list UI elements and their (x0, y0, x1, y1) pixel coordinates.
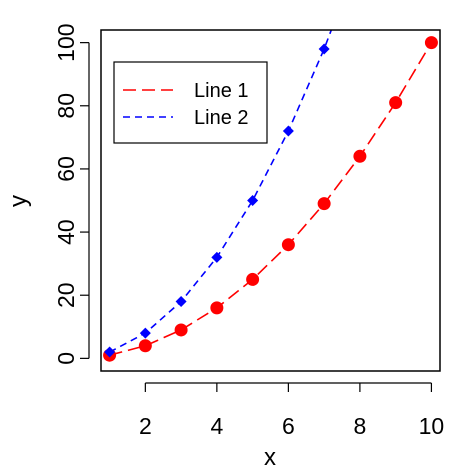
series-2-point-5 (247, 195, 259, 206)
y-tick-label-40: 40 (53, 219, 79, 245)
series-2-point-4 (211, 251, 223, 263)
x-tick-label-2: 2 (139, 413, 152, 439)
series-1-point-9 (389, 96, 403, 110)
x-tick-label-8: 8 (354, 413, 367, 439)
x-tick-label-4: 4 (210, 413, 223, 439)
series-1-point-2 (138, 339, 152, 353)
x-axis: 2 4 6 8 10 (139, 382, 445, 439)
legend: Line 1 Line 2 (113, 61, 268, 144)
x-tick-label-6: 6 (282, 413, 295, 439)
x-tick-label-10: 10 (419, 413, 445, 439)
series-lines (109, 30, 433, 356)
series-1-point-3 (174, 323, 188, 337)
legend-label-line-2: Line 2 (194, 107, 249, 129)
legend-box (113, 61, 268, 144)
series-1-point-4 (210, 301, 224, 315)
y-tick-label-60: 60 (53, 156, 79, 182)
series-2-point-2 (139, 327, 151, 339)
series-1-point-5 (246, 272, 260, 286)
y-tick-label-0: 0 (53, 352, 79, 365)
y-axis-label: y (5, 195, 32, 207)
series-1-point-6 (281, 238, 295, 252)
x-axis-label: x (264, 444, 276, 471)
series-1-point-8 (353, 149, 367, 163)
y-tick-label-80: 80 (53, 93, 79, 119)
series-2-point-1 (104, 346, 116, 358)
series-2-point-7 (318, 43, 330, 55)
series-2-point-6 (282, 125, 294, 137)
y-axis: 0 20 40 60 80 100 (53, 23, 90, 365)
series-line-2 (109, 30, 333, 353)
series-markers (103, 36, 438, 362)
series-2-point-3 (175, 296, 187, 308)
legend-label-line-1: Line 1 (194, 80, 249, 102)
y-tick-label-20: 20 (53, 282, 79, 308)
y-tick-label-100: 100 (53, 23, 79, 61)
plot-frame (100, 29, 441, 372)
series-1-point-7 (317, 197, 331, 211)
series-1-point-10 (424, 36, 438, 50)
